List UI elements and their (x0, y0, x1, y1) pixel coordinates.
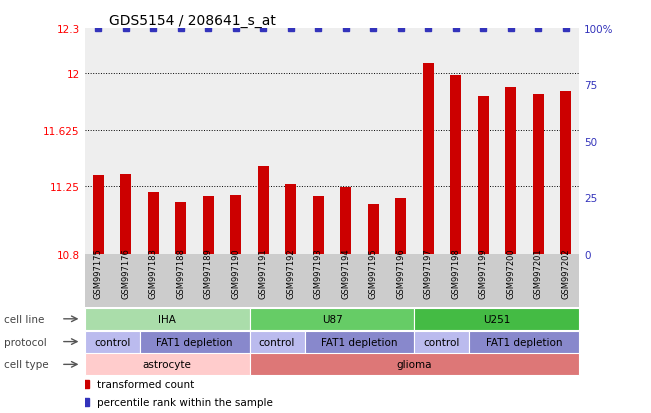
Bar (148, 192, 159, 254)
Bar (230, 195, 242, 254)
Bar (450, 76, 461, 254)
Text: astrocyte: astrocyte (143, 359, 191, 370)
Bar (368, 204, 379, 254)
Bar (85, 308, 249, 330)
Text: control: control (424, 337, 460, 347)
Text: IHA: IHA (158, 314, 176, 324)
Bar (469, 331, 579, 353)
Bar (560, 92, 571, 254)
Text: transformed count: transformed count (97, 379, 194, 389)
Bar (85, 331, 139, 353)
Bar (249, 308, 415, 330)
Text: U251: U251 (483, 314, 510, 324)
Text: U87: U87 (322, 314, 342, 324)
Bar (249, 354, 579, 375)
Bar (422, 64, 434, 254)
Text: control: control (94, 337, 130, 347)
Bar (505, 88, 516, 254)
Text: FAT1 depletion: FAT1 depletion (486, 337, 562, 347)
Text: cell line: cell line (5, 314, 45, 324)
Bar (395, 199, 406, 254)
Bar (203, 197, 214, 254)
Text: percentile rank within the sample: percentile rank within the sample (97, 397, 273, 407)
Bar (139, 331, 249, 353)
Bar (415, 331, 469, 353)
Bar (478, 97, 489, 254)
Bar (85, 354, 249, 375)
Bar (285, 185, 296, 254)
Text: protocol: protocol (5, 337, 47, 347)
Bar (533, 95, 544, 254)
Text: cell type: cell type (5, 359, 49, 370)
Bar (258, 167, 269, 254)
Bar (249, 331, 305, 353)
Bar (175, 203, 186, 254)
Bar (120, 174, 132, 254)
Bar (312, 197, 324, 254)
Bar (340, 188, 352, 254)
Text: FAT1 depletion: FAT1 depletion (321, 337, 398, 347)
Bar (93, 176, 104, 254)
Text: glioma: glioma (396, 359, 432, 370)
Text: control: control (259, 337, 295, 347)
Text: FAT1 depletion: FAT1 depletion (156, 337, 233, 347)
Bar (415, 308, 579, 330)
Text: GDS5154 / 208641_s_at: GDS5154 / 208641_s_at (109, 14, 276, 28)
Bar (305, 331, 415, 353)
